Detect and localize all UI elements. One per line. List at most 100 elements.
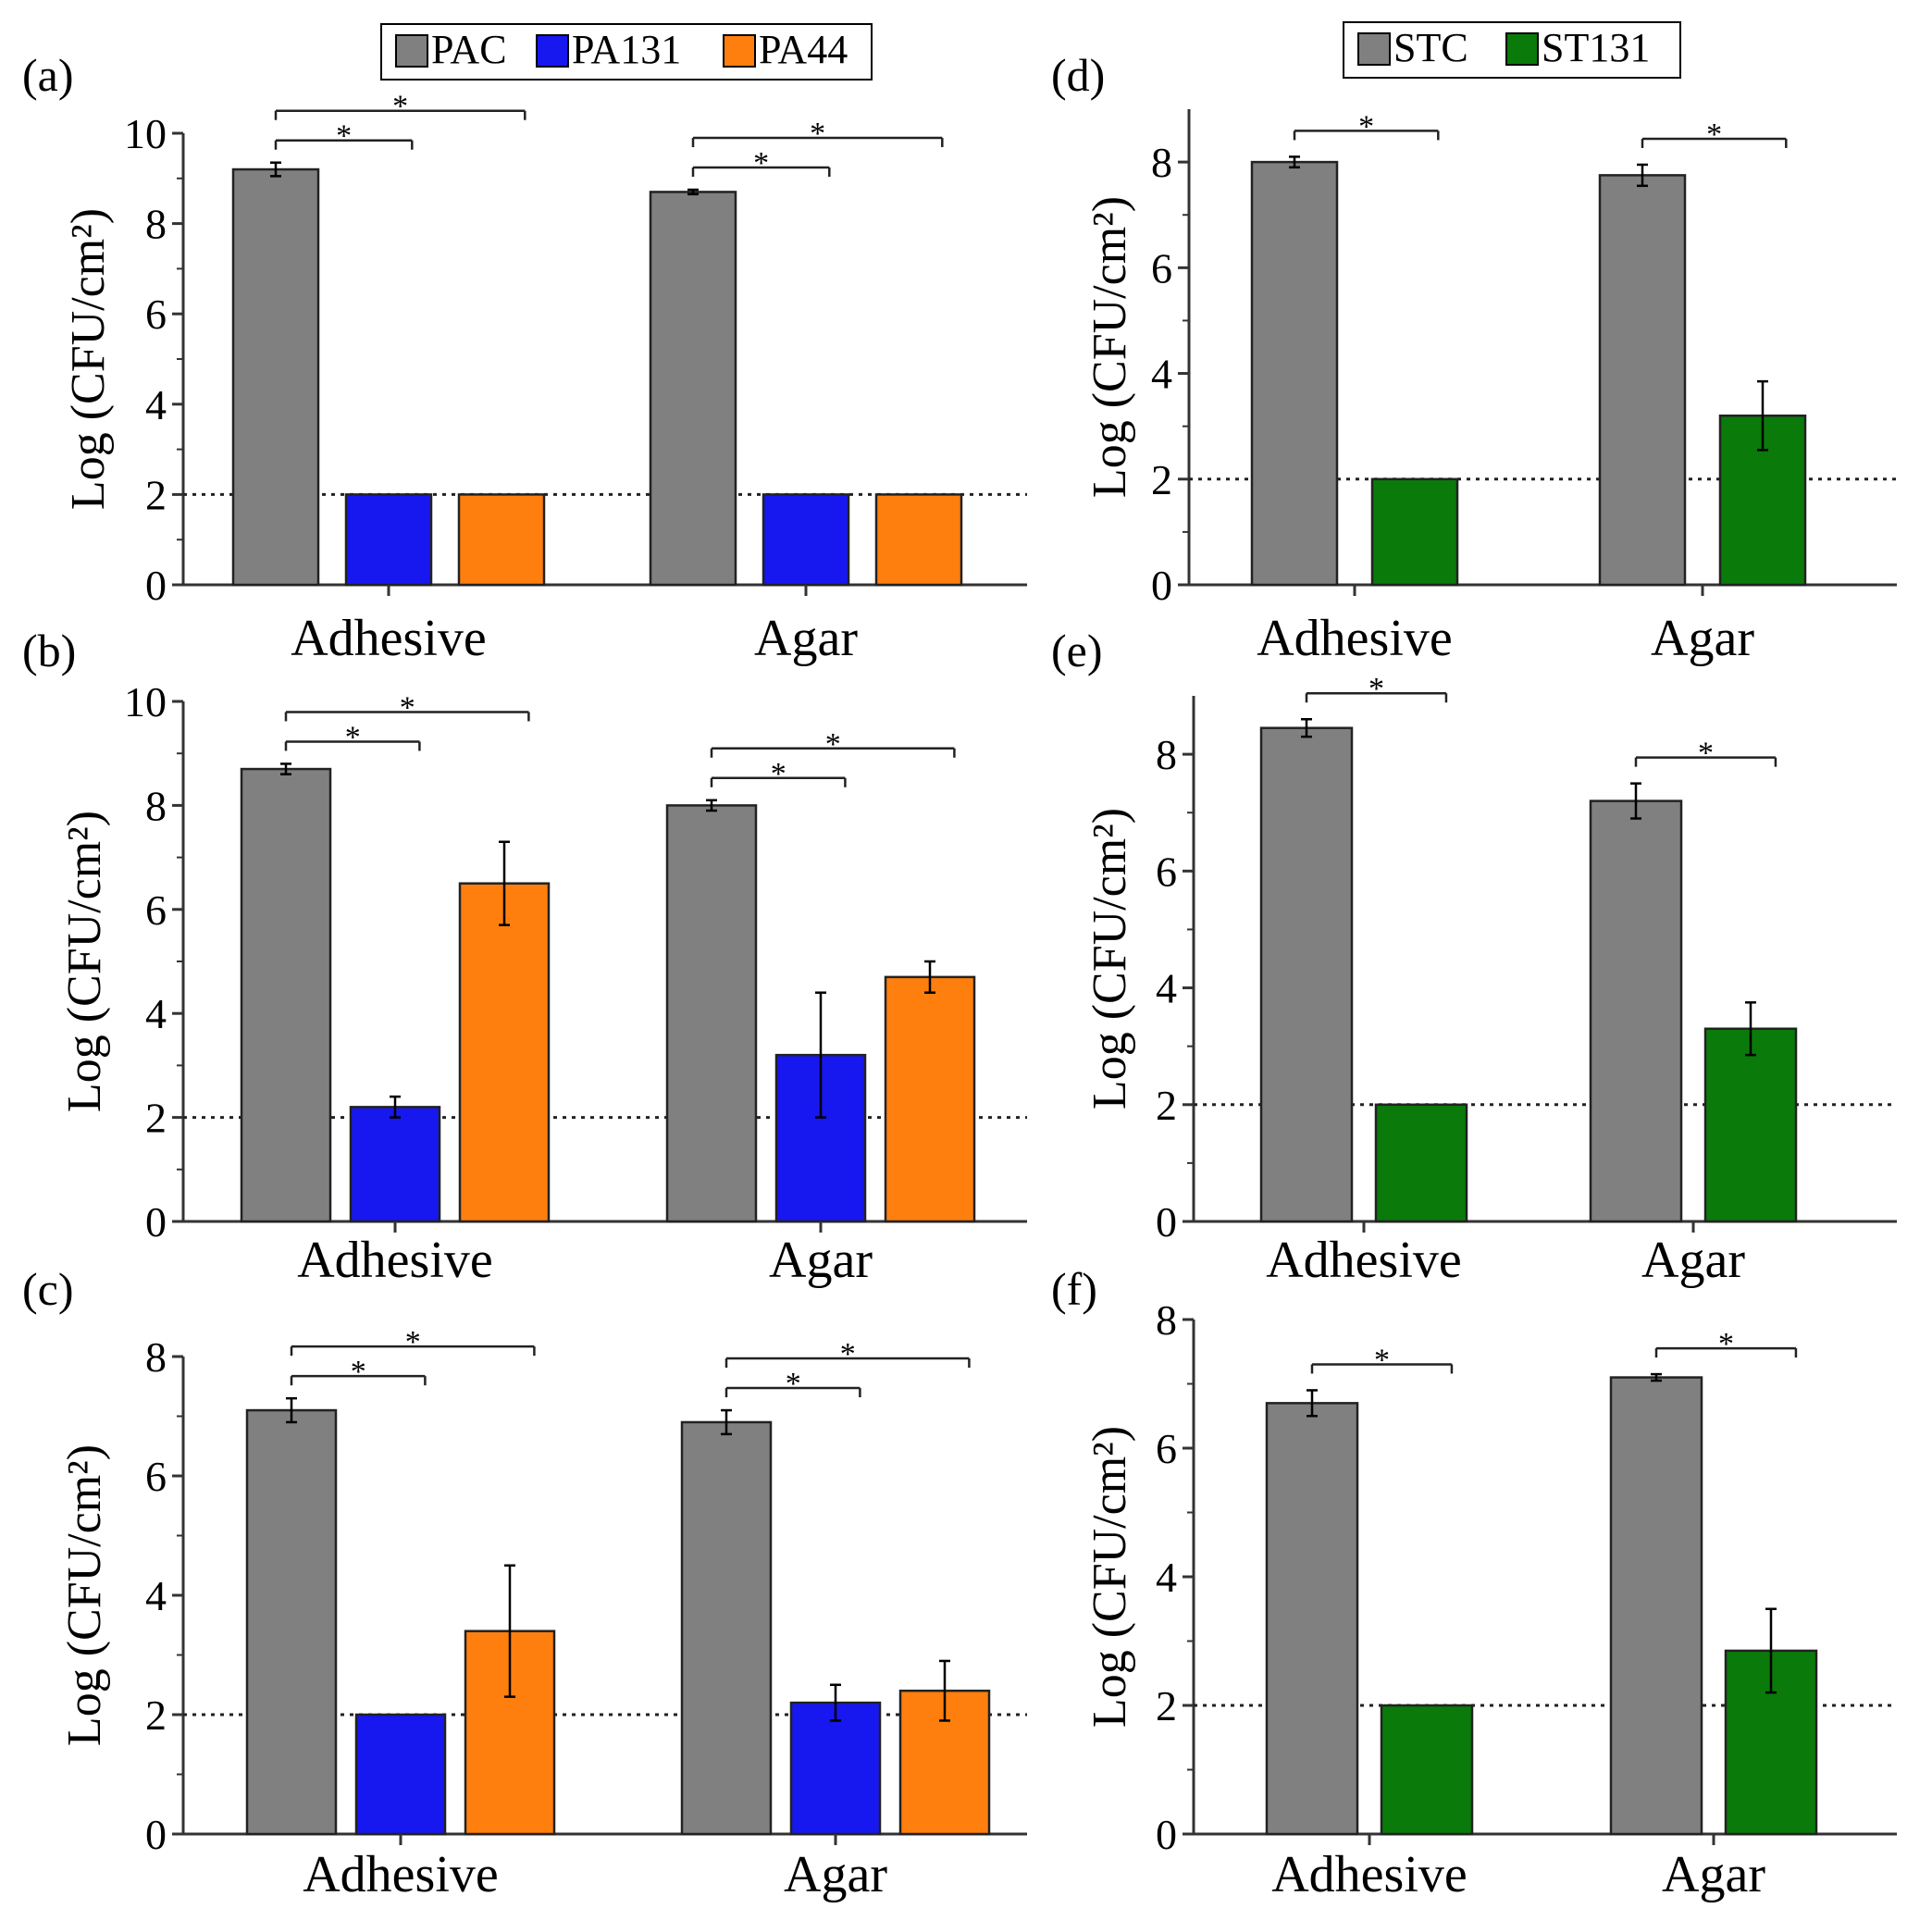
- bar-pa131-adhesive: [349, 1106, 441, 1223]
- panel-d: (d) 0 2 4 6 8 Log (CFU/cm²) Adhesive Agar * *: [1051, 49, 1897, 667]
- bar-pa44-adhesive: [457, 493, 546, 587]
- y-axis-label: Log (CFU/cm²): [58, 811, 111, 1112]
- significance-star: *: [786, 1367, 801, 1401]
- bar-pac-agar: [649, 191, 737, 587]
- y-tick-label: 2: [145, 1095, 167, 1142]
- bar-pa44-adhesive: [458, 882, 551, 1223]
- y-tick-label: 6: [145, 291, 167, 338]
- legend-label-pac: PAC: [431, 27, 507, 72]
- y-tick-label: 4: [145, 990, 167, 1037]
- y-tick-label: 8: [145, 782, 167, 829]
- significance-star: *: [392, 90, 408, 124]
- legend-label-pa131: PA131: [572, 27, 681, 72]
- bar-pac-agar: [680, 1420, 773, 1836]
- y-tick-label: 2: [145, 1692, 167, 1739]
- panel-label: (c): [22, 1263, 74, 1315]
- panel-b: (b) 0 2 4 6 8 10 Log (CFU/cm²) Adhesive Agar * * * *: [22, 625, 1027, 1289]
- bar-st131-adhesive: [1370, 477, 1459, 587]
- bar-stc-adhesive: [1265, 1402, 1359, 1836]
- bar-pac-adhesive: [245, 1408, 338, 1836]
- y-tick-label: 8: [1156, 731, 1177, 778]
- y-axis-label: Log (CFU/cm²): [1084, 808, 1136, 1109]
- legend-swatch-pa44: [723, 34, 756, 68]
- bar-pac-adhesive: [240, 767, 332, 1223]
- significance-star: *: [1706, 118, 1722, 152]
- y-axis-label: Log (CFU/cm²): [62, 208, 115, 510]
- y-axis-label: Log (CFU/cm²): [1084, 196, 1136, 498]
- significance-star: *: [1374, 1343, 1390, 1377]
- x-tick-label-adhesive: Adhesive: [291, 610, 487, 667]
- y-tick-label: 0: [1151, 562, 1172, 609]
- bar-pac-agar: [665, 804, 758, 1223]
- legend-right: STC ST131: [1343, 21, 1681, 79]
- bar-st131-adhesive: [1374, 1103, 1468, 1223]
- y-tick-label: 6: [1156, 848, 1177, 895]
- y-tick-label: 2: [1156, 1682, 1177, 1729]
- significance-star: *: [1698, 737, 1714, 771]
- bar-pac-adhesive: [231, 167, 320, 587]
- y-tick-label: 8: [145, 201, 167, 248]
- panel-a: (a) 0 2 4 6 8 10 Log (CFU/cm²) Adhesive Agar * * * *: [22, 49, 1027, 667]
- x-tick-label-agar: Agar: [1641, 1232, 1745, 1289]
- y-tick-label: 0: [1156, 1811, 1177, 1858]
- significance-star: *: [840, 1337, 856, 1371]
- x-tick-label-agar: Agar: [769, 1232, 873, 1289]
- significance-star: *: [1718, 1327, 1734, 1361]
- y-tick-label: 8: [1156, 1296, 1177, 1344]
- legend-swatch-stc: [1357, 32, 1391, 66]
- x-tick-label-adhesive: Adhesive: [1271, 1846, 1468, 1903]
- legend-swatch-st131: [1505, 32, 1539, 66]
- panel-label: (e): [1051, 625, 1103, 676]
- legend-label-pa44: PA44: [759, 27, 848, 72]
- y-tick-label: 2: [1151, 456, 1172, 503]
- significance-star: *: [336, 119, 352, 154]
- significance-star: *: [351, 1355, 366, 1389]
- bar-stc-agar: [1598, 174, 1687, 587]
- significance-star: *: [753, 146, 769, 180]
- x-tick-label-agar: Agar: [754, 610, 858, 667]
- bar-pa44-agar: [884, 975, 976, 1223]
- y-tick-label: 6: [1151, 244, 1172, 291]
- significance-star: *: [771, 757, 786, 791]
- bar-pa131-adhesive: [344, 493, 433, 587]
- x-tick-label-adhesive: Adhesive: [303, 1846, 499, 1903]
- bar-stc-adhesive: [1259, 726, 1354, 1223]
- legend-label-stc: STC: [1393, 25, 1468, 70]
- x-tick-label-agar: Agar: [1651, 610, 1754, 667]
- legend-label-st131: ST131: [1542, 25, 1650, 70]
- panel-label: (f): [1051, 1263, 1097, 1315]
- y-tick-label: 10: [124, 678, 167, 725]
- y-tick-label: 4: [1156, 1554, 1177, 1601]
- y-tick-label: 4: [1156, 965, 1177, 1012]
- bar-pa131-agar: [762, 493, 850, 587]
- x-tick-label-adhesive: Adhesive: [297, 1232, 493, 1289]
- bar-stc-agar: [1589, 799, 1683, 1223]
- significance-star: *: [405, 1325, 421, 1359]
- legend-swatch-pa131: [536, 34, 569, 68]
- panel-f: (f) 0 2 4 6 8 Log (CFU/cm²) Adhesive Agar * *: [1051, 1263, 1897, 1903]
- panel-c: (c) 0 2 4 6 8 Log (CFU/cm²) Adhesive Agar * * * *: [22, 1263, 1027, 1903]
- legend-swatch-pac: [395, 34, 428, 68]
- y-tick-label: 0: [145, 1811, 167, 1858]
- y-tick-label: 0: [1156, 1198, 1177, 1246]
- bar-st131-adhesive: [1380, 1704, 1474, 1836]
- x-tick-label-agar: Agar: [1662, 1846, 1765, 1903]
- y-axis-label: Log (CFU/cm²): [58, 1444, 111, 1746]
- significance-star: *: [825, 727, 841, 762]
- bar-stc-agar: [1609, 1376, 1703, 1836]
- y-tick-label: 10: [124, 110, 167, 157]
- significance-star: *: [1358, 109, 1374, 143]
- bar-pa131-adhesive: [354, 1713, 447, 1836]
- panel-label: (d): [1051, 49, 1105, 101]
- x-tick-label-adhesive: Adhesive: [1266, 1232, 1462, 1289]
- panel-label: (b): [22, 625, 76, 676]
- y-tick-label: 0: [145, 562, 167, 609]
- bar-stc-adhesive: [1250, 160, 1339, 587]
- y-tick-label: 8: [145, 1333, 167, 1381]
- y-tick-label: 2: [145, 471, 167, 518]
- y-tick-label: 8: [1151, 139, 1172, 186]
- y-tick-label: 2: [1156, 1082, 1177, 1129]
- bar-pa131-agar: [789, 1701, 882, 1836]
- significance-star: *: [810, 117, 825, 151]
- legend-left: PAC PA131 PA44: [380, 23, 873, 81]
